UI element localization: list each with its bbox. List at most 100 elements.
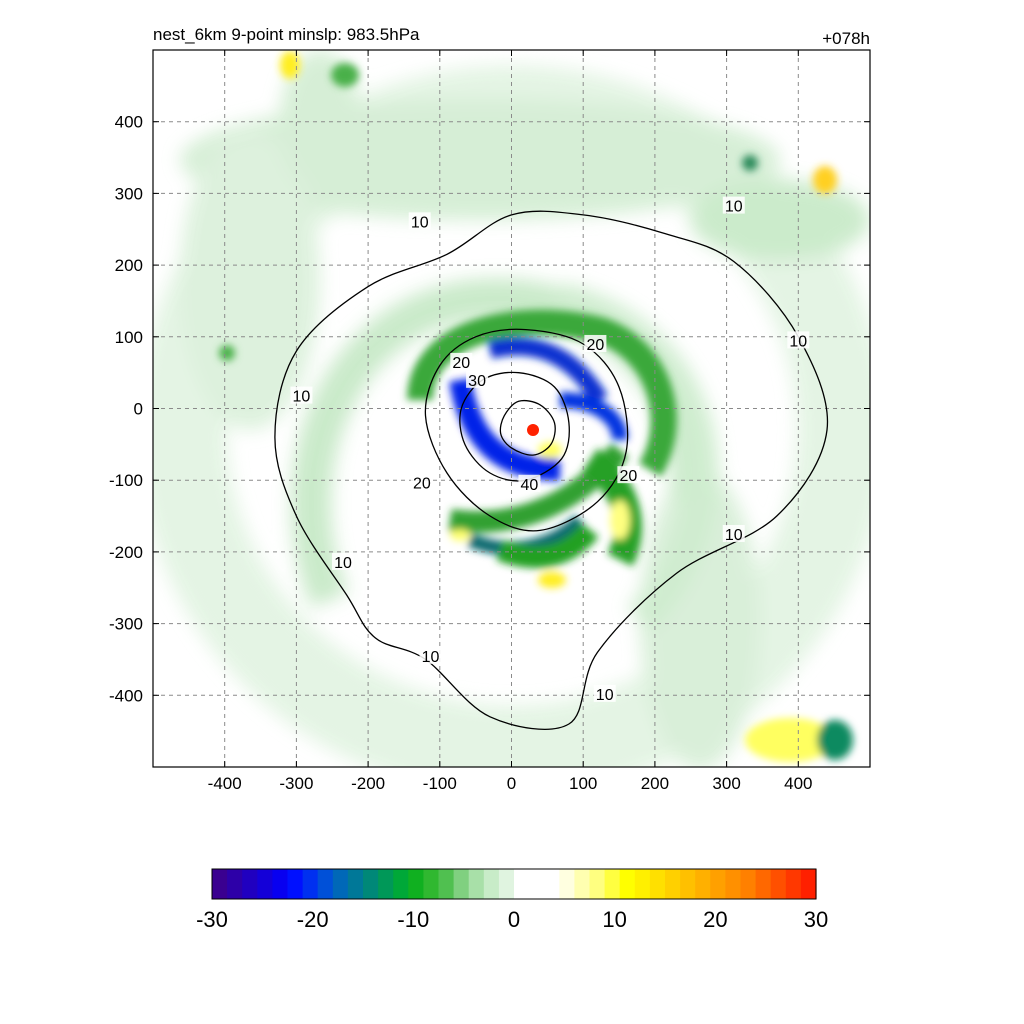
colorbar-swatch xyxy=(725,869,742,899)
colorbar-swatch xyxy=(680,869,696,899)
axes: -400 -300 -200 -100 0 100 200 300 40040030020010… xyxy=(109,50,870,793)
y-tick-label: -100 xyxy=(109,471,143,490)
colorbar-swatch xyxy=(710,869,726,899)
contour-label-bg xyxy=(466,370,489,388)
contour-label: 40 xyxy=(521,477,539,494)
contour-line-10 xyxy=(274,210,829,730)
colorbar-swatch xyxy=(438,869,455,899)
contour-label-bg xyxy=(332,552,355,570)
colorbar-swatch xyxy=(634,869,651,899)
colorbar-swatch xyxy=(574,869,591,899)
colorbar-swatch xyxy=(212,869,228,899)
chart-title: nest_6km 9-point minslp: 983.5hPa xyxy=(153,25,420,44)
contour-label-bg xyxy=(419,646,442,664)
colorbar-swatch xyxy=(423,869,440,899)
forecast-hour: +078h xyxy=(822,29,870,48)
colorbar-swatch xyxy=(649,869,666,899)
colorbar-frame xyxy=(211,868,817,900)
contour-label-bg xyxy=(617,466,640,484)
contour-label-bg xyxy=(787,331,810,349)
contour-label-bg xyxy=(722,524,745,542)
colorbar-tick-label: 30 xyxy=(804,907,828,932)
colorbar-swatch xyxy=(740,869,757,899)
colorbar-swatch xyxy=(800,869,817,899)
colorbar-swatch xyxy=(468,869,485,899)
y-tick-label: 400 xyxy=(115,113,143,132)
x-tick-label: -400 xyxy=(208,774,242,793)
y-tick-label: -200 xyxy=(109,543,143,562)
contour-label-bg xyxy=(593,684,616,702)
contour-label: 10 xyxy=(789,333,807,350)
colorbar-swatch xyxy=(559,869,575,899)
colorbar-swatch xyxy=(665,869,681,899)
colorbar-tick-label: -10 xyxy=(397,907,429,932)
contour-label-bg xyxy=(408,212,431,230)
colorbar-swatch xyxy=(770,869,787,899)
colorbar-swatch xyxy=(227,869,243,899)
colorbar-tick-label: 10 xyxy=(602,907,626,932)
colorbar-swatch xyxy=(589,869,606,899)
contour-label: 10 xyxy=(293,389,311,406)
colorbar-swatch xyxy=(498,869,515,899)
contour-label-bg xyxy=(450,352,473,370)
contour-label: 10 xyxy=(411,214,429,231)
contour-label: 30 xyxy=(468,373,486,390)
contour-label-bg xyxy=(722,196,745,214)
contour-line-30 xyxy=(459,371,570,482)
colorbar-swatch xyxy=(347,869,364,899)
y-tick-label: 200 xyxy=(115,256,143,275)
colorbar-swatch xyxy=(378,869,394,899)
colorbar-swatch xyxy=(302,869,319,899)
colorbar-swatch xyxy=(242,869,258,899)
contour-line-20 xyxy=(424,328,629,532)
contour-label-bg xyxy=(290,386,313,404)
colorbar-tick-label: -20 xyxy=(297,907,329,932)
contour-label: 10 xyxy=(725,199,743,216)
colorbar-swatch xyxy=(332,869,349,899)
x-tick-label: 100 xyxy=(569,774,597,793)
colorbar-swatch xyxy=(529,869,545,899)
colorbar-swatch xyxy=(287,869,304,899)
contour-label-bg xyxy=(518,474,541,492)
x-tick-label: -300 xyxy=(279,774,313,793)
x-tick-label: -200 xyxy=(351,774,385,793)
x-tick-label: 200 xyxy=(641,774,669,793)
contour-label: 10 xyxy=(596,687,614,704)
colorbar: -30 -20 -10 0 10 20 30 xyxy=(196,868,828,932)
colorbar-swatch xyxy=(363,869,379,899)
contour-label-bg xyxy=(584,334,607,352)
colorbar-swatch xyxy=(272,869,289,899)
y-tick-label: 100 xyxy=(115,328,143,347)
colorbar-swatch xyxy=(695,869,711,899)
colorbar-swatch xyxy=(619,869,636,899)
colorbar-swatch xyxy=(544,869,560,899)
colorbar-swatch xyxy=(785,869,802,899)
colorbar-swatch xyxy=(604,869,621,899)
x-tick-label: -100 xyxy=(423,774,457,793)
contour-label: 20 xyxy=(586,337,604,354)
y-tick-label: -300 xyxy=(109,615,143,634)
colorbar-swatch xyxy=(483,869,500,899)
contour-label: 20 xyxy=(413,475,431,492)
y-tick-label: 0 xyxy=(134,400,143,419)
colorbar-swatch xyxy=(257,869,273,899)
contour-label: 20 xyxy=(619,468,637,485)
colorbar-swatch xyxy=(317,869,334,899)
colorbar-tick-label: 20 xyxy=(703,907,727,932)
colorbar-tick-label: 0 xyxy=(508,907,520,932)
colorbar-swatch xyxy=(514,869,530,899)
contour-label: 10 xyxy=(334,555,352,572)
colorbar-swatch xyxy=(755,869,772,899)
colorbar-tick-label: -30 xyxy=(196,907,228,932)
colorbar-swatch xyxy=(408,869,424,899)
contour-label: 10 xyxy=(422,649,440,666)
x-tick-label: 400 xyxy=(784,774,812,793)
contour-label-bg xyxy=(410,473,433,491)
x-tick-label: 300 xyxy=(712,774,740,793)
contour-line-40 xyxy=(499,399,556,456)
colorbar-swatch xyxy=(393,869,409,899)
y-tick-label: -400 xyxy=(109,686,143,705)
x-tick-label: 0 xyxy=(507,774,516,793)
contour-label: 10 xyxy=(725,527,743,544)
